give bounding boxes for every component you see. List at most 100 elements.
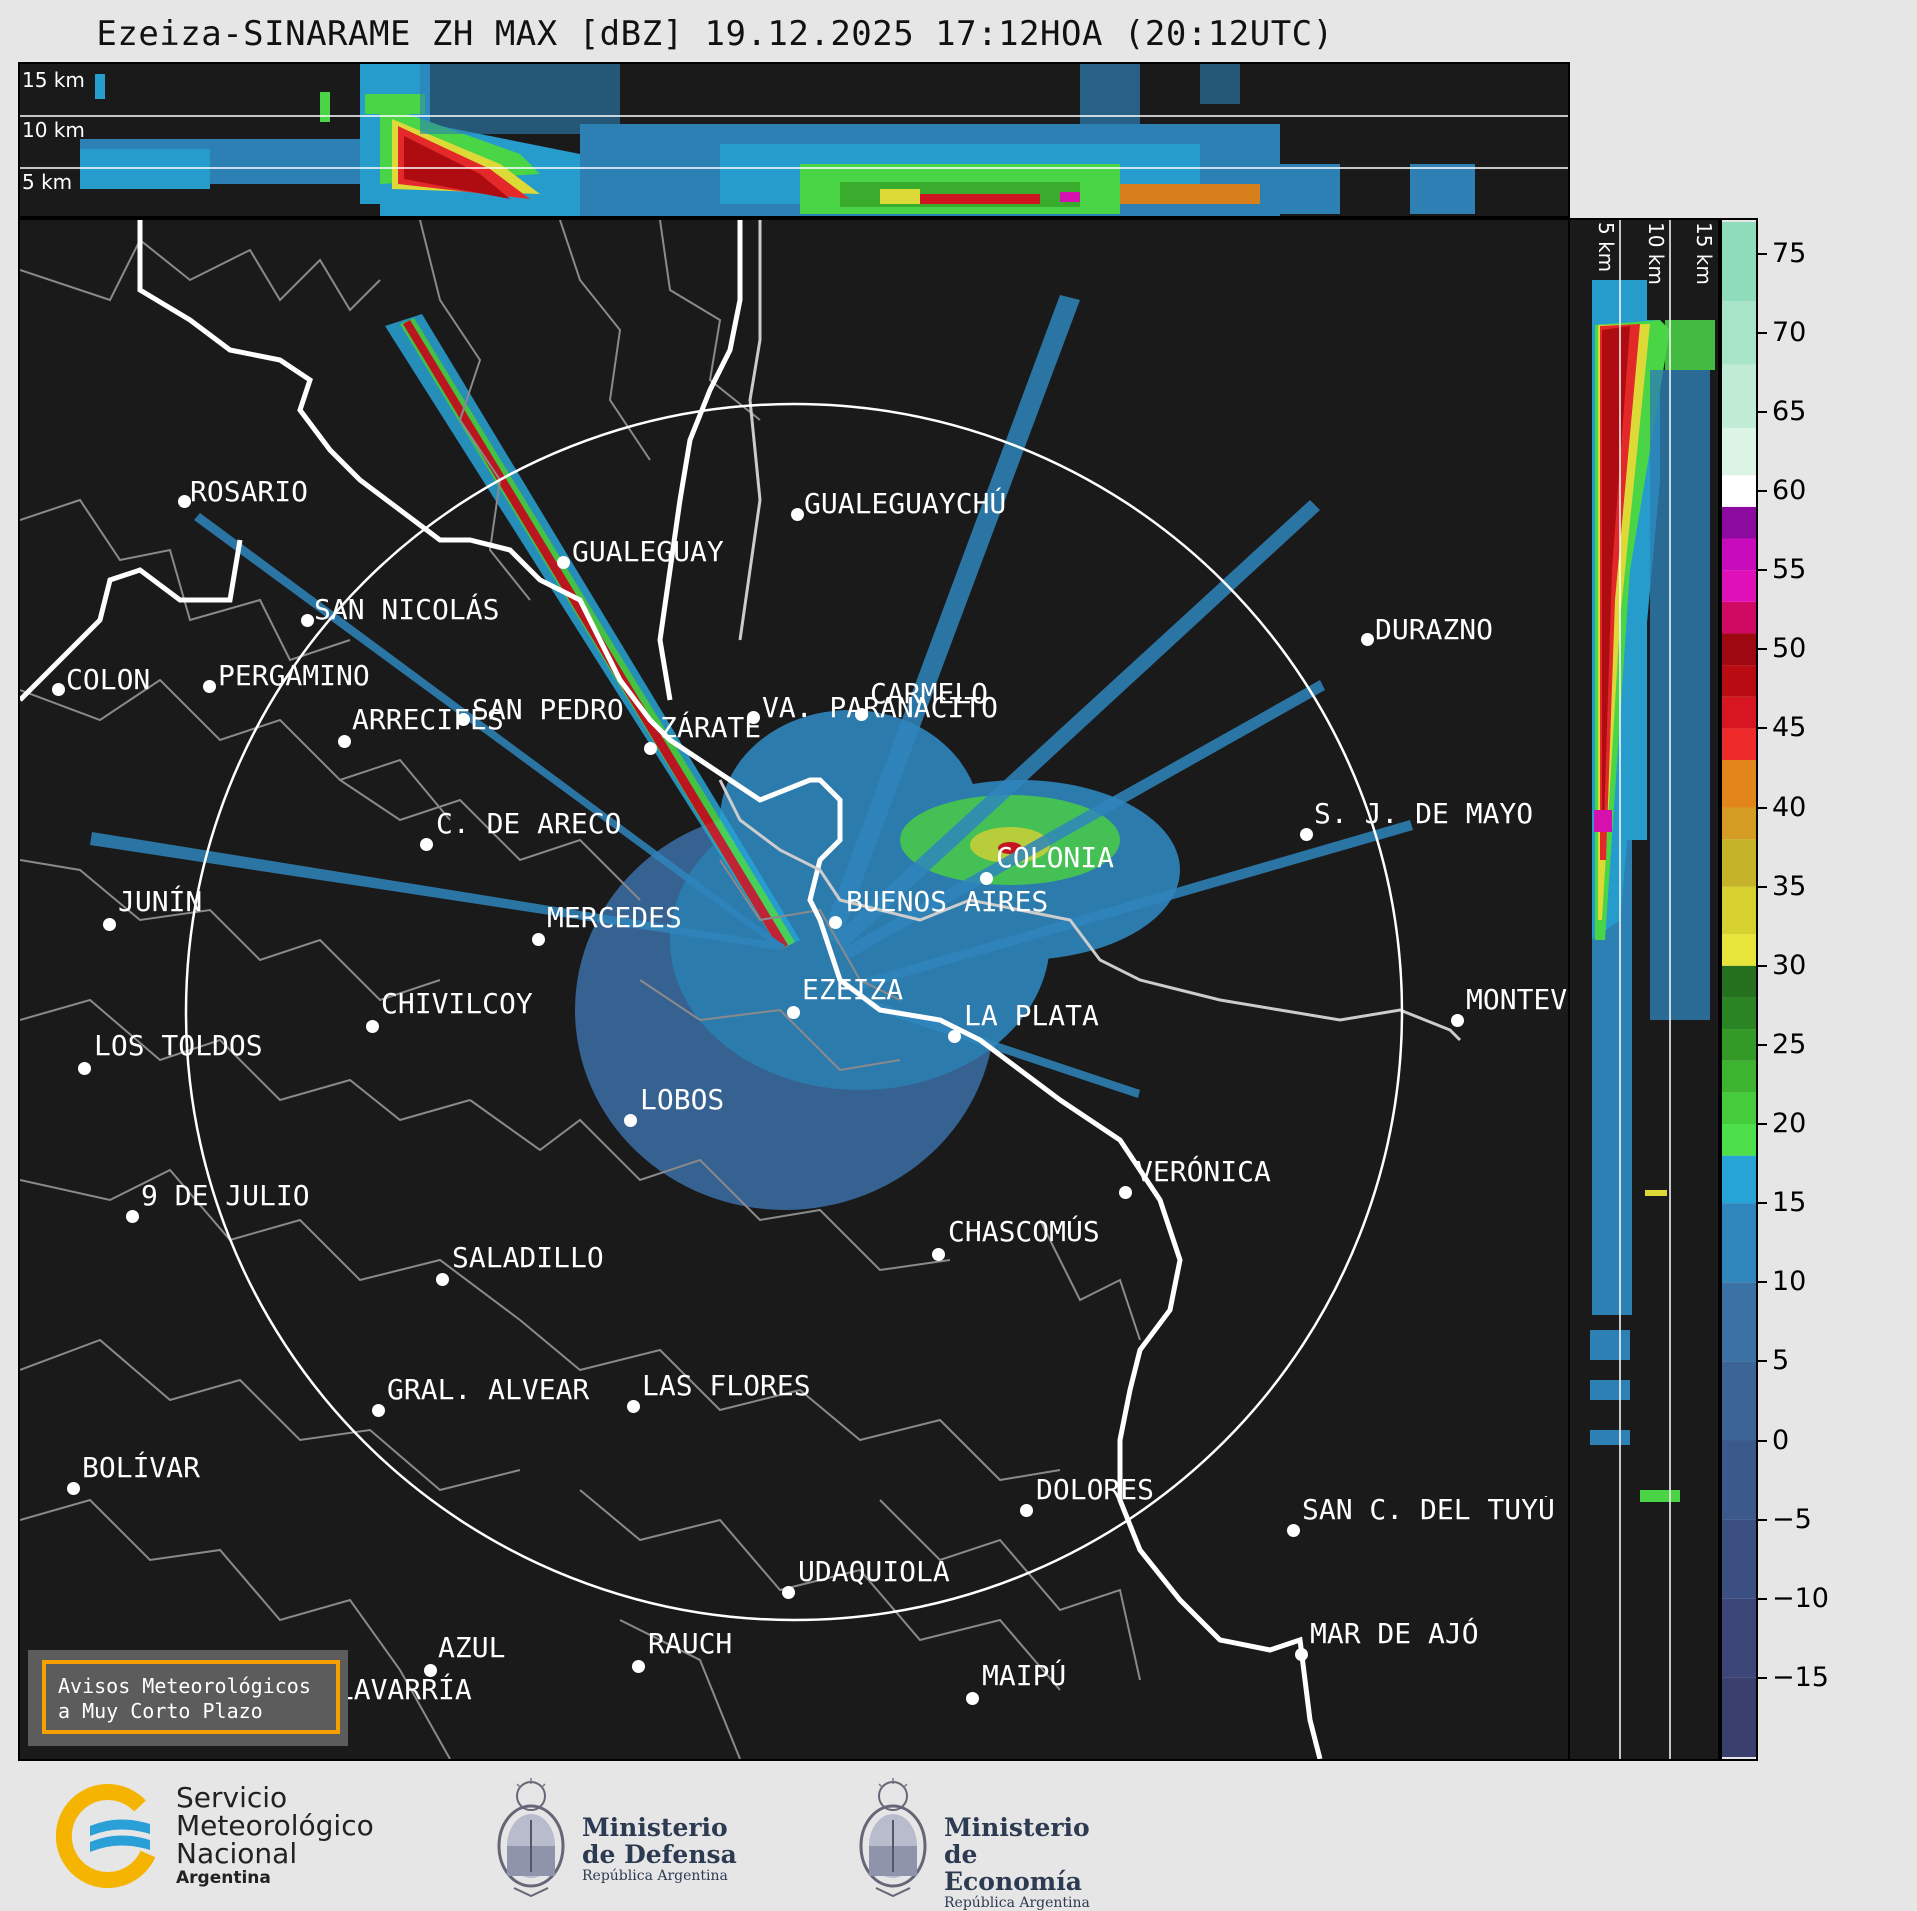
colorbar-tick: [1758, 1123, 1767, 1125]
colorbar-band: [1722, 760, 1756, 808]
city-label: MAIPÚ: [982, 1659, 1067, 1692]
ministerio-economia-logo: Ministerio de Economía República Argenti…: [856, 1776, 1116, 1911]
city-label: SAN C. DEL TUYÚ: [1302, 1496, 1555, 1524]
colorbar-tick-label: 55: [1772, 554, 1807, 586]
city-label: PERGAMINO: [218, 659, 370, 692]
city-dot: [424, 1664, 437, 1677]
colorbar-band: [1722, 222, 1756, 302]
cross-section-side-panel: 5 km 10 km 15 km: [1568, 218, 1720, 1761]
city-dot: [747, 711, 760, 724]
colorbar-tick: [1758, 490, 1767, 493]
colorbar-tick: [1758, 1360, 1767, 1363]
colorbar-band: [1722, 965, 1756, 998]
colorbar-band: [1722, 728, 1756, 761]
colorbar-tick: [1758, 1676, 1767, 1679]
colorbar-band: [1722, 301, 1756, 365]
city-dot: [126, 1210, 139, 1223]
colorbar-tick-label: 30: [1772, 949, 1807, 981]
colorbar-band: [1722, 601, 1756, 634]
city-dot: [980, 872, 993, 885]
colorbar-band: [1722, 506, 1756, 539]
city-dot: [557, 556, 570, 569]
smn-logo-icon: [56, 1784, 156, 1888]
city-label: S. J. DE MAYO: [1314, 797, 1534, 830]
city-dot: [829, 916, 842, 929]
colorbar-tick-label: −10: [1772, 1582, 1829, 1614]
city-dot: [782, 1586, 795, 1599]
smn-line3: Nacional: [176, 1837, 298, 1870]
avisos-box[interactable]: Avisos Meteorológicos a Muy Corto Plazo: [42, 1660, 340, 1734]
colorbar-band: [1722, 633, 1756, 666]
colorbar-tick-label: 15: [1772, 1187, 1807, 1219]
city-dot: [178, 495, 191, 508]
colorbar-tick-label: 60: [1772, 475, 1807, 507]
smn-line2: Meteorológico: [176, 1809, 374, 1842]
colorbar-tick: [1758, 331, 1767, 334]
colorbar-tick: [1758, 964, 1767, 967]
colorbar-band: [1722, 807, 1756, 840]
defensa-line1: Ministerio: [582, 1813, 728, 1842]
province-boundaries: [20, 220, 1141, 1759]
colorbar-tick: [1758, 806, 1767, 809]
colorbar-tick-label: 35: [1772, 870, 1807, 902]
city-dot: [1020, 1504, 1033, 1517]
city-label: MERCEDES: [547, 901, 682, 934]
city-label: BUENOS AIRES: [846, 885, 1049, 918]
colorbar-band: [1722, 1092, 1756, 1125]
smn-logo: Servicio Meteorológico Nacional Argentin…: [56, 1784, 386, 1894]
colorbar-band: [1722, 1155, 1756, 1204]
city-label: VA. PARANACITO: [762, 691, 999, 724]
colorbar-band: [1722, 1203, 1756, 1283]
colorbar-band: [1722, 997, 1756, 1030]
cross-section-top-graphic: [20, 64, 1568, 216]
city-dot: [103, 918, 116, 931]
colorbar-tick: [1758, 410, 1767, 413]
city-label: CARMELO: [870, 677, 989, 710]
colorbar-band: [1722, 475, 1756, 507]
city-label: LOS TOLDOS: [94, 1029, 263, 1062]
city-dot: [420, 838, 433, 851]
colorbar-tick-label: 10: [1772, 1266, 1807, 1298]
city-label: DURAZNO: [1375, 613, 1494, 646]
altitude-label-10km: 10 km: [1644, 222, 1668, 285]
colorbar-band: [1722, 1060, 1756, 1093]
colorbar-tick-label: 0: [1772, 1424, 1790, 1456]
footer-logos: Servicio Meteorológico Nacional Argentin…: [0, 1762, 1917, 1911]
city-label: SAN NICOLÁS: [314, 593, 500, 626]
colorbar-tick-label: −15: [1772, 1661, 1829, 1693]
avisos-panel[interactable]: Avisos Meteorológicos a Muy Corto Plazo: [28, 1650, 348, 1746]
city-dot: [532, 933, 545, 946]
city-dot: [372, 1404, 385, 1417]
colorbar-band: [1722, 934, 1756, 966]
city-label: DOLORES: [1036, 1473, 1155, 1506]
colorbar-tick: [1758, 252, 1767, 255]
cross-section-top-panel: 15 km 10 km 5 km: [18, 62, 1570, 218]
altitude-label-5km: 5 km: [22, 170, 73, 194]
colorbar-band: [1722, 839, 1756, 887]
colorbar-tick-label: 50: [1772, 633, 1807, 665]
city-label: JUNÍN: [118, 885, 203, 918]
city-label: MAR DE AJÓ: [1310, 1617, 1479, 1650]
city-dot: [791, 508, 804, 521]
colorbar-band: [1722, 665, 1756, 697]
city-label: ZÁRATE: [660, 711, 762, 744]
colorbar-band: [1722, 570, 1756, 602]
avisos-line2: a Muy Corto Plazo: [58, 1699, 263, 1723]
city-dot: [787, 1006, 800, 1019]
city-dot: [203, 680, 216, 693]
colorbar-band: [1722, 427, 1756, 476]
colorbar-tick-label: 5: [1772, 1345, 1790, 1377]
colorbar-tick-label: 40: [1772, 791, 1807, 823]
city-dot: [966, 1692, 979, 1705]
colorbar-band: [1722, 886, 1756, 935]
city-label: RAUCH: [648, 1627, 733, 1660]
chart-title: Ezeiza-SINARAME ZH MAX [dBZ] 19.12.2025 …: [96, 14, 1334, 54]
colorbar-tick: [1758, 648, 1767, 651]
city-dot: [948, 1030, 961, 1043]
city-dot: [1119, 1186, 1132, 1199]
colorbar-band: [1722, 1440, 1756, 1520]
escudo-icon: [859, 1778, 927, 1898]
city-dot: [52, 683, 65, 696]
colorbar-tick-label: 75: [1772, 237, 1807, 269]
city-dot: [627, 1400, 640, 1413]
